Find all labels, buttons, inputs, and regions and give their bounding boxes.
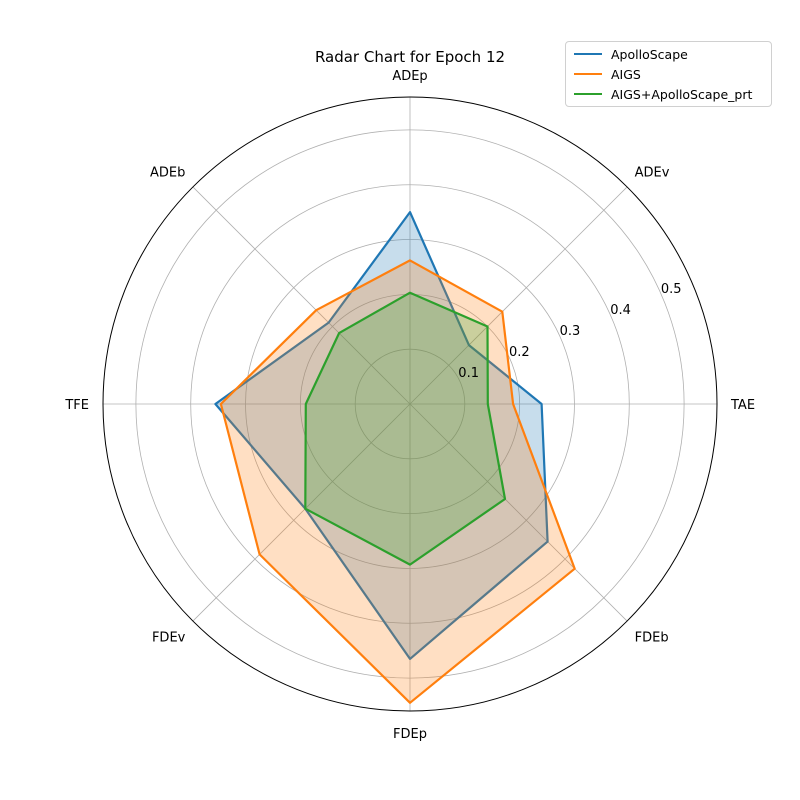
outer-frame	[102, 96, 718, 712]
axis-label-fdev: FDEv	[152, 631, 186, 646]
chart-title: Radar Chart for Epoch 12	[315, 48, 505, 66]
series-fill-apolloscape	[215, 212, 548, 659]
legend-label-aigs-apolloscape-prt: AIGS+ApolloScape_prt	[611, 86, 753, 102]
series-layer	[214, 211, 576, 704]
axis-label-adeb: ADEb	[150, 165, 185, 180]
spoke-fdev	[192, 403, 411, 622]
r-tick-label: 0.2	[509, 345, 530, 360]
series-fill-aigs	[220, 260, 575, 703]
spoke-fdeb	[409, 403, 628, 622]
spoke-adev	[409, 186, 628, 405]
legend-item-aigs: AIGS	[574, 64, 641, 84]
legend-item-apolloscape: ApolloScape	[574, 44, 688, 64]
r-tick-label: 0.5	[661, 282, 682, 297]
axis-label-adev: ADEv	[635, 165, 670, 180]
label-layer: 0.1 0.2 0.3 0.4 0.5 TAE ADEv ADEp ADEb TFE FDEv FDE…	[64, 69, 755, 742]
legend-label-apolloscape: ApolloScape	[611, 46, 688, 62]
r-tick-label: 0.3	[560, 324, 581, 339]
series-line-aigs	[219, 259, 576, 704]
series-line-apolloscape	[214, 211, 549, 661]
axis-label-tfe: TFE	[64, 398, 89, 413]
r-tick-label: 0.4	[610, 303, 631, 318]
legend-swatch-aigs	[574, 73, 602, 75]
axis-label-fdep: FDEp	[393, 727, 427, 742]
axis-label-tae: TAE	[730, 398, 755, 413]
series-line-aigs-apolloscape-prt	[304, 291, 507, 566]
axis-label-fdeb: FDEb	[635, 631, 669, 646]
axis-label-adep: ADEp	[392, 69, 427, 84]
legend-label-aigs: AIGS	[611, 66, 641, 82]
r-tick-label: 0.1	[458, 366, 479, 381]
legend-item-aigs-apolloscape-prt: AIGS+ApolloScape_prt	[574, 84, 752, 104]
spoke-adeb	[192, 186, 411, 405]
legend-swatch-apolloscape	[574, 53, 602, 55]
legend-swatch-aigs-apolloscape-prt	[574, 93, 602, 95]
series-fill-aigs-apolloscape-prt	[305, 292, 505, 565]
legend: ApolloScape AIGS AIGS+ApolloScape_prt	[565, 41, 772, 107]
